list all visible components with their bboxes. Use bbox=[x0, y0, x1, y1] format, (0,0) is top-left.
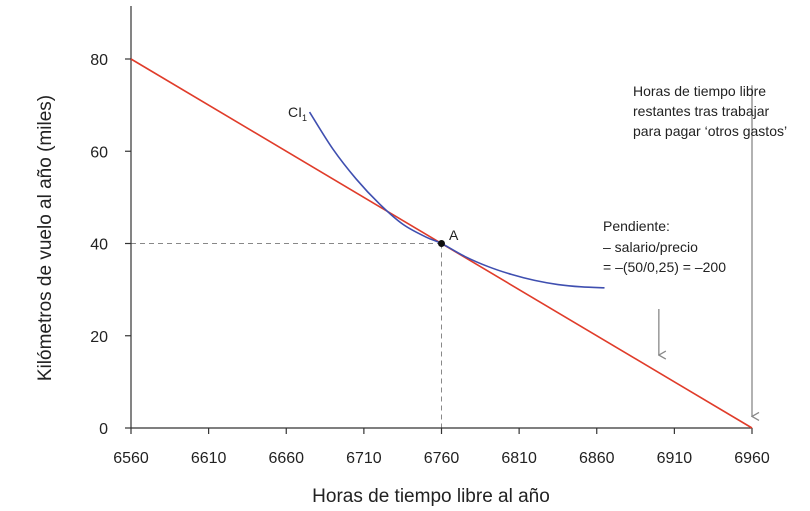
x-tick-label: 6560 bbox=[113, 450, 149, 467]
y-tick-label: 20 bbox=[90, 329, 108, 346]
leisure-line-3: para pagar ‘otros gastos’ bbox=[633, 123, 787, 139]
x-axis-title: Horas de tiempo libre al año bbox=[312, 486, 550, 507]
x-tick-label: 6660 bbox=[268, 450, 304, 467]
leisure-line-1: Horas de tiempo libre bbox=[633, 83, 766, 99]
y-tick-label: 80 bbox=[90, 52, 108, 69]
slope-line-2: – salario/precio bbox=[603, 239, 698, 255]
x-tick-label: 6610 bbox=[191, 450, 227, 467]
slope-annotation: Pendiente: – salario/precio = –(50/0,25)… bbox=[603, 218, 726, 275]
point-a-label: A bbox=[449, 227, 459, 243]
x-tick-label: 6710 bbox=[346, 450, 382, 467]
y-tick-label: 40 bbox=[90, 237, 108, 254]
y-tick-label: 0 bbox=[99, 421, 108, 438]
slope-line-1: Pendiente: bbox=[603, 218, 670, 234]
x-tick-label: 6810 bbox=[501, 450, 537, 467]
indifference-curve-label: CI1 bbox=[288, 104, 307, 123]
x-tick-label: 6910 bbox=[657, 450, 693, 467]
leisure-annotation: Horas de tiempo libre restantes tras tra… bbox=[633, 83, 787, 139]
indifference-curve-label-sub: 1 bbox=[302, 113, 307, 123]
y-axis-title: Kilómetros de vuelo al año (miles) bbox=[35, 95, 56, 381]
indifference-curve-label-main: CI bbox=[288, 104, 302, 120]
x-tick-label: 6760 bbox=[424, 450, 460, 467]
point-marks bbox=[438, 85, 752, 416]
guide-lines bbox=[131, 243, 442, 428]
indifference-curve bbox=[308, 111, 605, 289]
slope-line-3: = –(50/0,25) = –200 bbox=[603, 259, 726, 275]
point-a bbox=[438, 240, 445, 247]
x-tick-label: 6860 bbox=[579, 450, 615, 467]
ticks: 6560 6610 6660 6710 6760 6810 6860 6910 6960 0 20 4… bbox=[90, 52, 770, 467]
leisure-line-2: restantes tras trabajar bbox=[633, 103, 770, 119]
y-tick-label: 60 bbox=[90, 144, 108, 161]
x-tick-label: 6960 bbox=[734, 450, 770, 467]
